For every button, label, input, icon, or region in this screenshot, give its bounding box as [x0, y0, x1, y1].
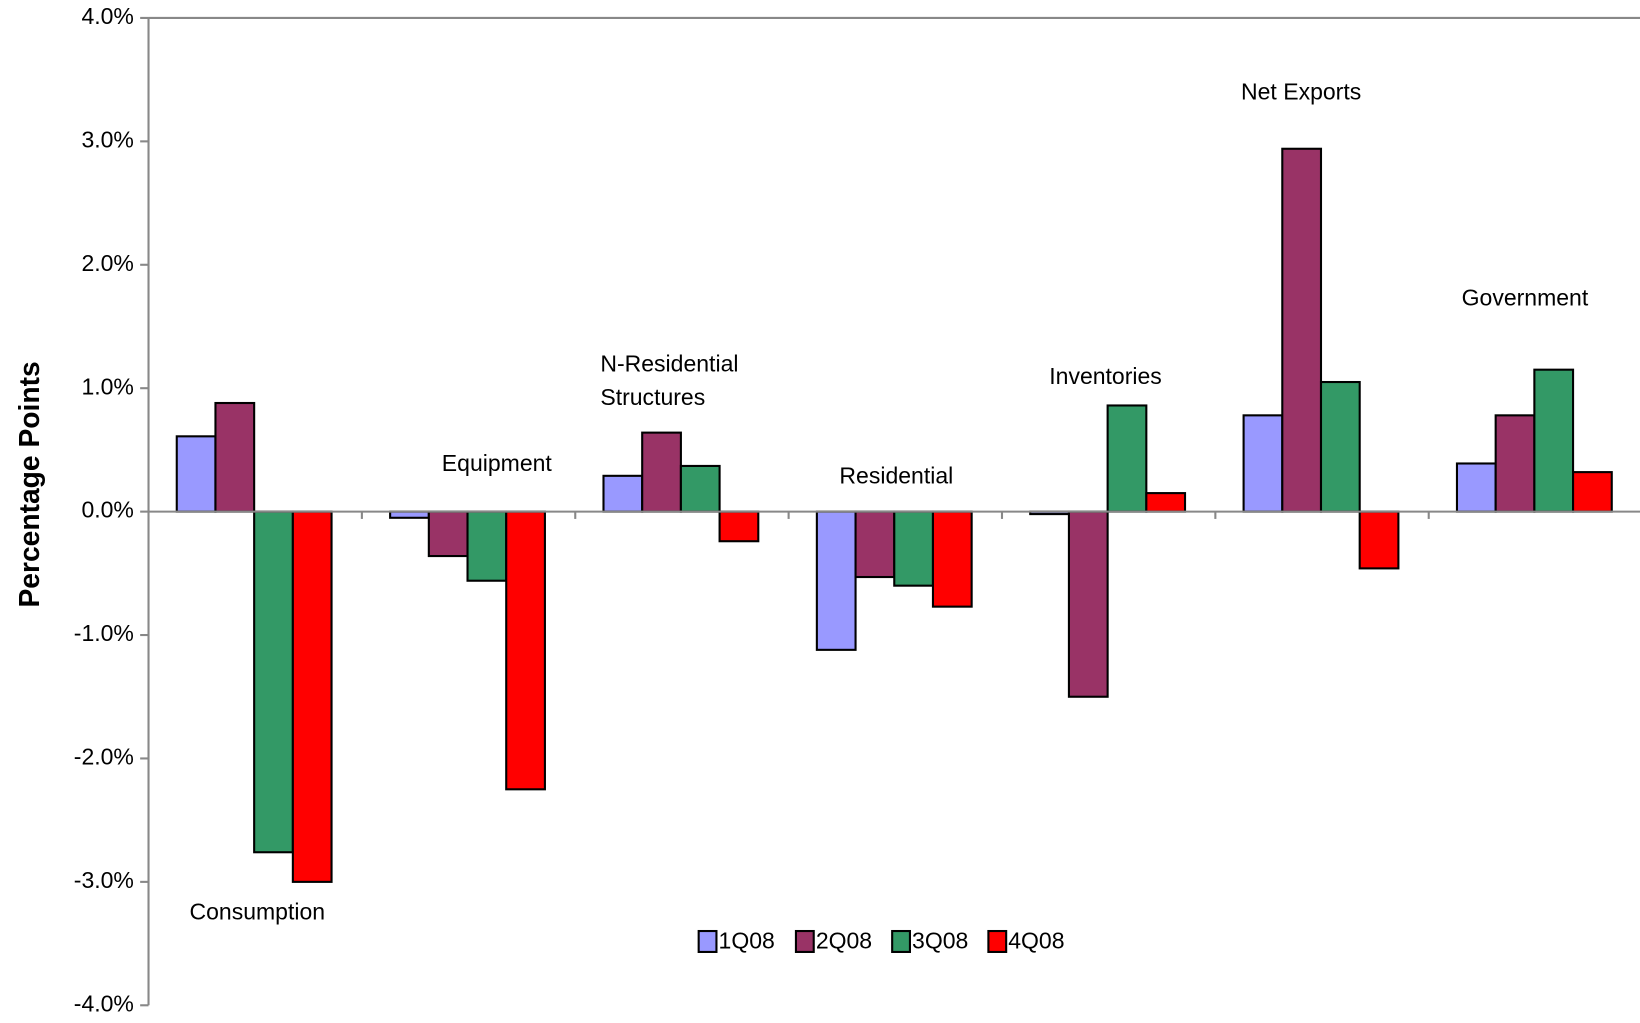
bar [718, 510, 760, 543]
bar [1533, 368, 1575, 513]
bar [1494, 414, 1536, 513]
bar [175, 435, 217, 513]
y-axis-title: Percentage Points [13, 361, 45, 607]
bar [602, 474, 644, 513]
category-label: Government [1461, 284, 1589, 311]
bar [1319, 380, 1361, 513]
bar [641, 431, 682, 513]
bar [1067, 510, 1109, 698]
category-label-box: Net Exports [1241, 78, 1362, 105]
legend-label: 2Q08 [816, 928, 872, 954]
bar [1358, 510, 1400, 570]
y-tick-label: 1.0% [81, 373, 133, 399]
legend-swatch [987, 929, 1008, 953]
category-label: Equipment [441, 449, 552, 477]
category-label: Residential [839, 462, 954, 489]
bar [1455, 462, 1497, 513]
bar [1572, 471, 1613, 513]
category-label-box: N-Residential Structures [600, 350, 739, 411]
bar [854, 510, 896, 579]
legend-swatch [794, 929, 815, 953]
y-tick-label: 4.0% [81, 3, 133, 29]
category-label: Inventories [1049, 363, 1162, 390]
y-tick-label: 3.0% [81, 126, 133, 152]
bar [815, 510, 857, 651]
bar [679, 464, 721, 513]
category-label-box: Consumption [189, 898, 326, 925]
y-tick-label: -3.0% [74, 867, 134, 893]
category-label: Net Exports [1241, 78, 1362, 105]
category-label-box: Residential [839, 462, 954, 489]
bar [253, 510, 294, 854]
bar [466, 510, 508, 582]
bar [1242, 414, 1284, 513]
legend-swatch [891, 929, 911, 953]
y-tick-label: -1.0% [74, 620, 134, 646]
bar [1281, 147, 1323, 513]
bar [291, 510, 333, 883]
category-label-box: Inventories [1049, 363, 1162, 390]
legend-label: 3Q08 [912, 928, 968, 954]
y-tick-label: -2.0% [74, 744, 134, 770]
bar [505, 510, 546, 791]
bar [1145, 492, 1187, 513]
y-tick-label: -4.0% [74, 990, 134, 1016]
y-tick-label: 0.0% [81, 497, 133, 523]
category-label-box: Government [1461, 284, 1589, 311]
legend-swatch [697, 929, 718, 953]
category-label: N-Residential Structures [600, 350, 739, 411]
category-label-box: Equipment [441, 449, 552, 477]
bar [214, 401, 256, 513]
y-tick-label: 2.0% [81, 250, 133, 276]
legend-label: 4Q08 [1008, 928, 1064, 954]
legend-label: 1Q08 [719, 928, 775, 954]
category-label: Consumption [189, 898, 326, 925]
